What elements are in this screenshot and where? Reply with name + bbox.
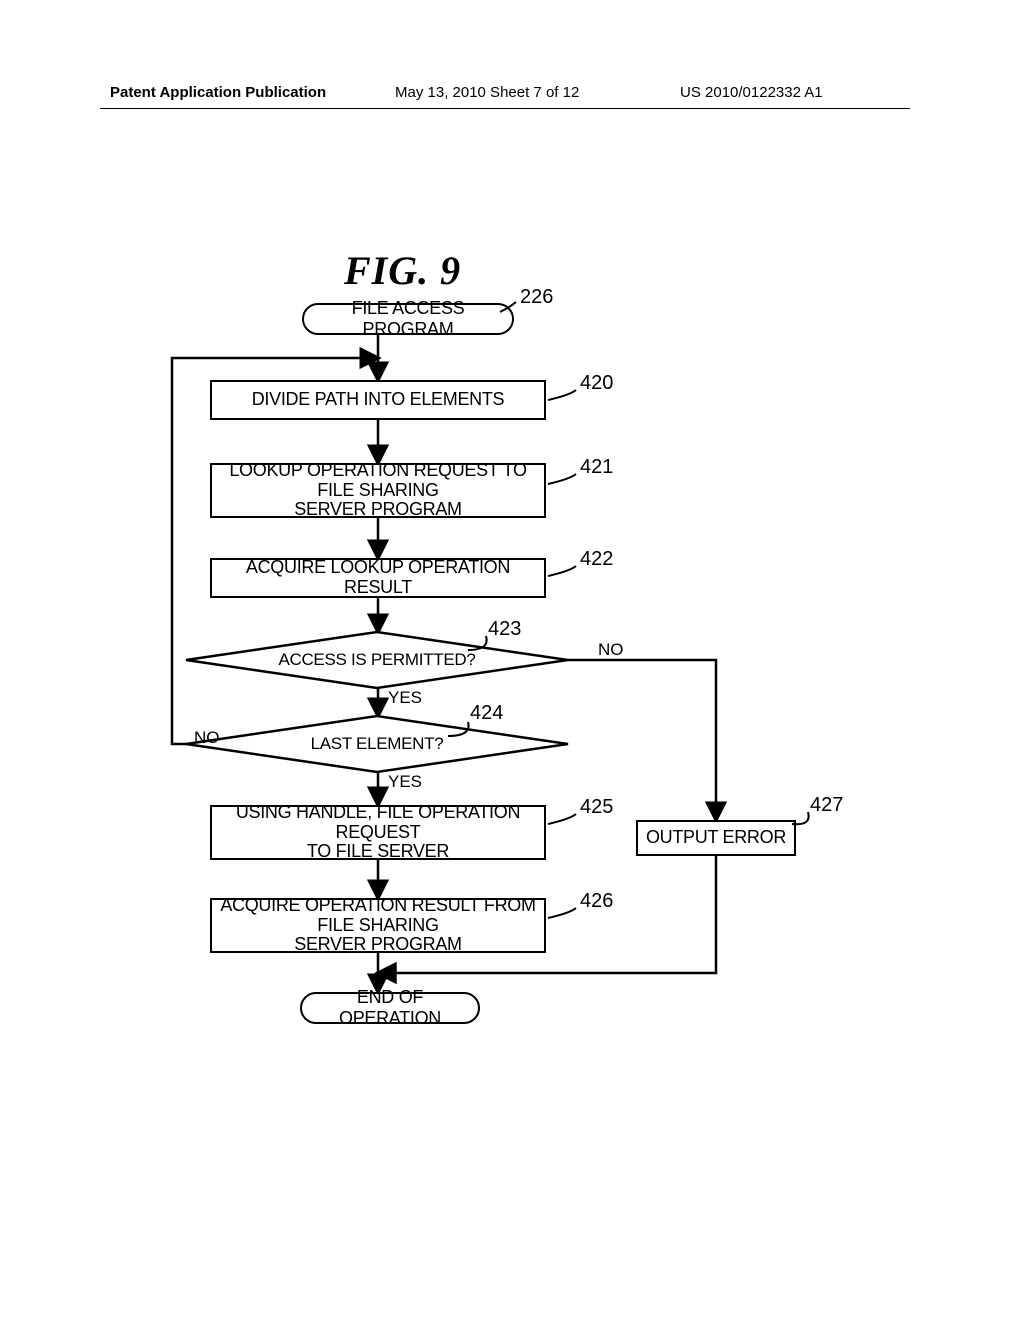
proc-426-label: ACQUIRE OPERATION RESULT FROM FILE SHARI… [216,896,540,955]
ref-226: 226 [520,286,553,309]
dec-424-label: LAST ELEMENT? [186,734,568,754]
ref-427: 427 [810,794,843,817]
ref-420: 420 [580,372,613,395]
ref-424: 424 [470,702,503,725]
label-yes-424: YES [388,772,422,792]
label-yes-423: YES [388,688,422,708]
proc-426: ACQUIRE OPERATION RESULT FROM FILE SHARI… [210,898,546,953]
label-no-424: NO [194,728,220,748]
end-terminal: END OF OPERATION [300,992,480,1024]
flowchart: FIG. 9 FILE ACCESS PROGRAM DIVIDE PATH I… [0,0,1024,1320]
start-label: FILE ACCESS PROGRAM [310,298,506,340]
proc-420: DIVIDE PATH INTO ELEMENTS [210,380,546,420]
proc-427-label: OUTPUT ERROR [646,828,786,848]
ref-423: 423 [488,618,521,641]
proc-425-label: USING HANDLE, FILE OPERATION REQUESTTO F… [216,803,540,862]
proc-427: OUTPUT ERROR [636,820,796,856]
ref-426: 426 [580,890,613,913]
ref-425: 425 [580,796,613,819]
proc-422: ACQUIRE LOOKUP OPERATION RESULT [210,558,546,598]
proc-425: USING HANDLE, FILE OPERATION REQUESTTO F… [210,805,546,860]
proc-420-label: DIVIDE PATH INTO ELEMENTS [252,390,505,410]
ref-422: 422 [580,548,613,571]
end-label: END OF OPERATION [308,987,472,1029]
dec-423-label: ACCESS IS PERMITTED? [186,650,568,670]
label-no-423: NO [598,640,624,660]
proc-421-label: LOOKUP OPERATION REQUEST TO FILE SHARING… [216,461,540,520]
page: Patent Application Publication May 13, 2… [0,0,1024,1320]
ref-421: 421 [580,456,613,479]
proc-421: LOOKUP OPERATION REQUEST TO FILE SHARING… [210,463,546,518]
start-terminal: FILE ACCESS PROGRAM [302,303,514,335]
dec-424: LAST ELEMENT? [186,716,568,772]
proc-422-label: ACQUIRE LOOKUP OPERATION RESULT [216,558,540,598]
